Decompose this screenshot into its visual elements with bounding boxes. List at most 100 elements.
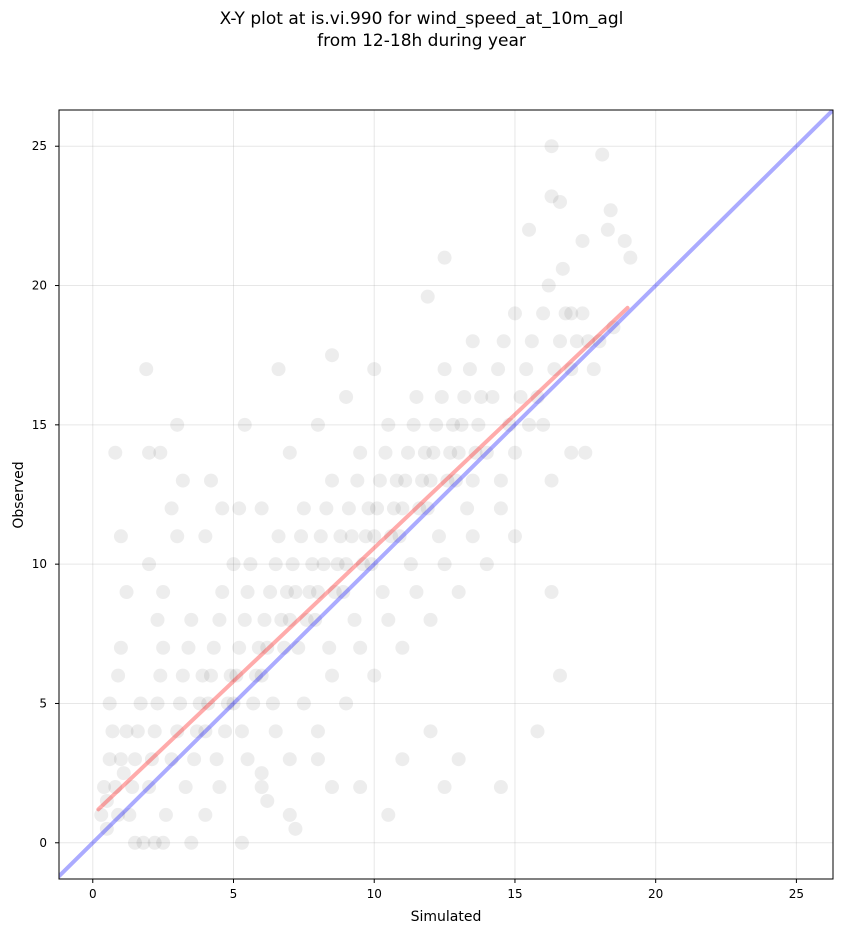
data-point (429, 417, 444, 432)
data-point (189, 724, 204, 739)
data-point (223, 668, 238, 683)
data-point (403, 557, 418, 572)
y-axis-label: Observed (11, 461, 27, 528)
data-point (361, 501, 376, 516)
data-point (142, 445, 157, 460)
data-point (381, 612, 396, 627)
data-point (192, 696, 207, 711)
data-point (333, 529, 348, 544)
data-point (336, 585, 351, 600)
data-point (158, 807, 173, 822)
data-point (358, 529, 373, 544)
data-point (519, 362, 534, 377)
data-point (271, 362, 286, 377)
data-point (170, 529, 185, 544)
data-point (595, 147, 610, 162)
data-point (285, 557, 300, 572)
data-point (237, 612, 252, 627)
data-point (246, 696, 261, 711)
data-point (257, 612, 272, 627)
data-point (412, 501, 427, 516)
data-point (127, 752, 142, 767)
data-point (443, 445, 458, 460)
data-point (226, 696, 241, 711)
data-point (375, 585, 390, 600)
data-point (249, 668, 264, 683)
data-point (302, 585, 317, 600)
data-point (479, 445, 494, 460)
data-point (541, 278, 556, 293)
data-point (232, 501, 247, 516)
data-point (507, 306, 522, 321)
data-point (237, 417, 252, 432)
data-point (381, 417, 396, 432)
data-point (218, 724, 233, 739)
data-point (296, 696, 311, 711)
data-point (209, 752, 224, 767)
data-point (457, 389, 472, 404)
data-point (268, 557, 283, 572)
data-point (353, 445, 368, 460)
data-point (355, 557, 370, 572)
data-point (544, 139, 559, 154)
data-point (522, 222, 537, 237)
data-point (392, 529, 407, 544)
data-point (153, 445, 168, 460)
data-point (142, 780, 157, 795)
data-point (187, 752, 202, 767)
data-point (564, 306, 579, 321)
data-point (113, 752, 128, 767)
data-point (147, 835, 162, 850)
data-point (111, 668, 126, 683)
data-point (617, 233, 632, 248)
data-point (339, 557, 354, 572)
data-point (325, 668, 340, 683)
data-point (440, 473, 455, 488)
data-point (308, 612, 323, 627)
data-point (113, 529, 128, 544)
y-tick-label: 25 (32, 139, 47, 153)
data-point (156, 640, 171, 655)
data-point (437, 362, 452, 377)
x-tick-label: 0 (89, 887, 97, 901)
data-point (386, 501, 401, 516)
data-point (203, 668, 218, 683)
data-point (102, 696, 117, 711)
data-point (99, 793, 114, 808)
data-point (465, 529, 480, 544)
data-point (130, 724, 145, 739)
data-point (502, 417, 517, 432)
data-point (586, 362, 601, 377)
data-point (367, 529, 382, 544)
y-tick-label: 10 (32, 557, 47, 571)
data-point (102, 752, 117, 767)
data-point (142, 557, 157, 572)
data-point (226, 557, 241, 572)
data-point (462, 362, 477, 377)
data-point (215, 585, 230, 600)
data-point (116, 766, 131, 781)
data-point (426, 445, 441, 460)
data-point (305, 557, 320, 572)
data-point (251, 640, 266, 655)
data-point (395, 752, 410, 767)
data-point (339, 696, 354, 711)
data-point (243, 557, 258, 572)
data-point (465, 334, 480, 349)
y-tick-label: 0 (39, 836, 47, 850)
data-point (254, 780, 269, 795)
data-point (232, 640, 247, 655)
data-point (451, 752, 466, 767)
data-point (544, 585, 559, 600)
data-point (164, 501, 179, 516)
data-point (325, 780, 340, 795)
data-point (325, 348, 340, 363)
data-point (313, 529, 328, 544)
x-tick-label: 10 (367, 887, 382, 901)
data-point (316, 557, 331, 572)
chart-title-line-1: X-Y plot at is.vi.990 for wind_speed_at_… (219, 9, 624, 29)
chart-title-line-2: from 12-18h during year (317, 31, 526, 51)
data-point (370, 501, 385, 516)
data-point (341, 501, 356, 516)
data-point (507, 529, 522, 544)
